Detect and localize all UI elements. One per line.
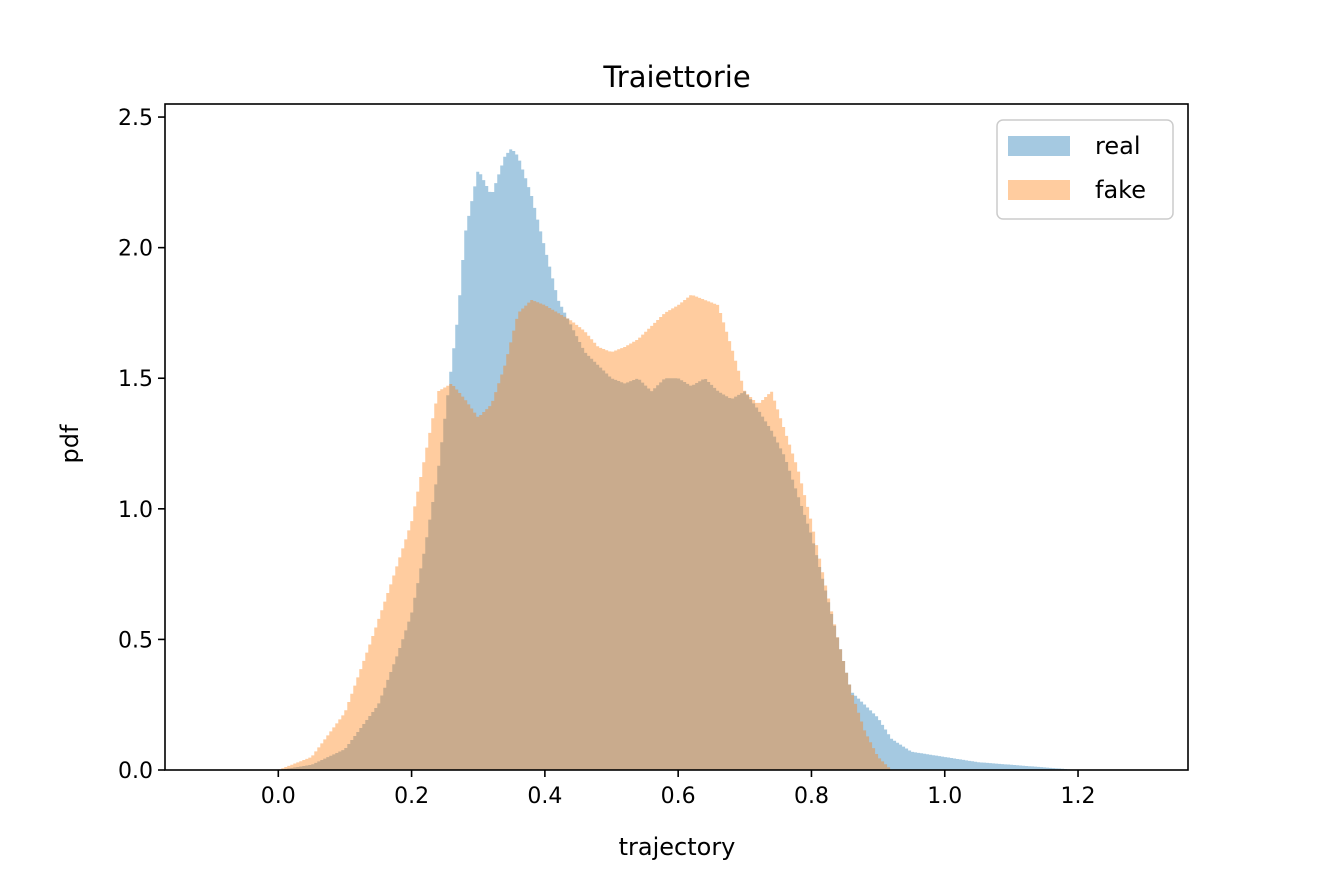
y-tick-label: 0.0 [118, 759, 153, 784]
x-tick-label: 0.0 [261, 784, 296, 809]
histogram-bars-fake [278, 295, 892, 770]
legend-swatch-real [1008, 136, 1070, 156]
y-tick-label: 1.5 [118, 367, 153, 392]
plot-frame [164, 103, 1189, 771]
x-tick-label: 1.2 [1061, 784, 1096, 809]
x-tick-label: 0.2 [394, 784, 429, 809]
y-tick-label: 2.5 [118, 106, 153, 131]
x-axis-label: trajectory [619, 833, 736, 861]
x-tick-label: 0.6 [661, 784, 696, 809]
series-fake [278, 295, 892, 770]
x-tick-label: 0.4 [527, 784, 562, 809]
x-tick-label: 1.0 [927, 784, 962, 809]
y-tick-label: 1.0 [118, 498, 153, 523]
y-tick-label: 2.0 [118, 237, 153, 262]
histogram-bars-real [278, 149, 1079, 770]
x-tick-label: 0.8 [794, 784, 829, 809]
x-axis-ticks: 0.0 0.2 0.4 0.6 0.8 1.0 1.2 [261, 770, 1096, 809]
legend: real fake [996, 119, 1174, 220]
legend-swatch-fake [1008, 180, 1070, 200]
legend-label-real: real [1095, 132, 1140, 160]
y-axis-label: pdf [56, 424, 84, 463]
legend-box [996, 119, 1174, 220]
chart-title: Traiettorie [602, 60, 750, 94]
y-axis-ticks: 0.0 0.5 1.0 1.5 2.0 2.5 [118, 106, 165, 784]
y-tick-label: 0.5 [118, 628, 153, 653]
series-layer [278, 149, 1079, 770]
legend-label-fake: fake [1095, 176, 1146, 204]
series-real [278, 149, 1079, 770]
